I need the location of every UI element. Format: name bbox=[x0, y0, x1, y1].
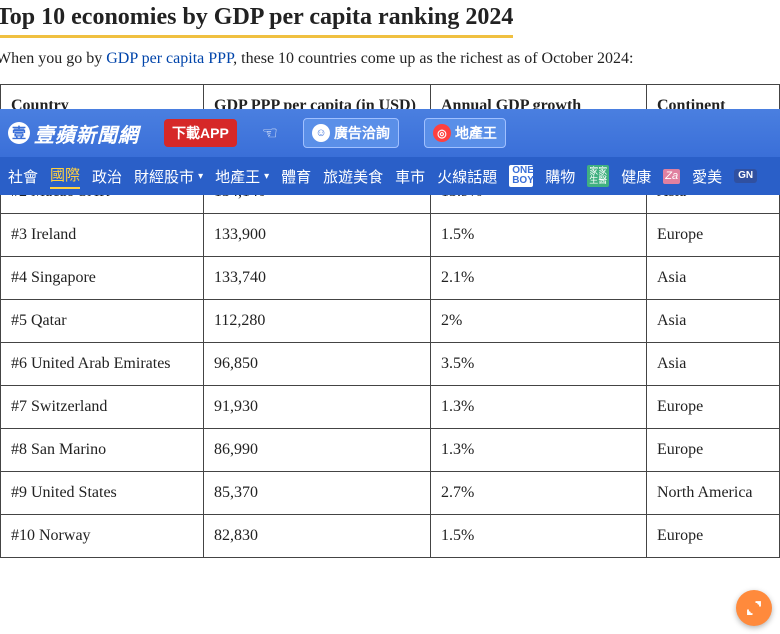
cell-growth: 1.5% bbox=[431, 214, 647, 257]
cell-country: #3 Ireland bbox=[1, 214, 204, 257]
cell-country: #8 San Marino bbox=[1, 429, 204, 472]
cell-country: #5 Qatar bbox=[1, 300, 204, 343]
cell-growth: 1.3% bbox=[431, 386, 647, 429]
cell-continent: Asia bbox=[647, 300, 780, 343]
cell-country: #9 United States bbox=[1, 472, 204, 515]
overlay-nav: 社會國際政治財經股市 ▾ 地產王 ▾ 體育旅遊美食車市火線話題 ONE BOY 購物家家生醫… bbox=[0, 157, 780, 195]
nav-item-11[interactable]: 愛美 bbox=[692, 166, 722, 187]
cell-country: #6 United Arab Emirates bbox=[1, 343, 204, 386]
nav-item-7[interactable]: 車市 bbox=[395, 166, 425, 187]
nav-item-1[interactable]: 國際 bbox=[50, 164, 80, 189]
site-logo[interactable]: 壹 壹蘋新聞網 bbox=[8, 119, 139, 148]
table-row: #7 Switzerland91,9301.3%Europe bbox=[1, 386, 780, 429]
nav-item-2[interactable]: 政治 bbox=[92, 166, 122, 187]
table-row: #9 United States85,3702.7%North America bbox=[1, 472, 780, 515]
cell-growth: 2.1% bbox=[431, 257, 647, 300]
cell-country: #4 Singapore bbox=[1, 257, 204, 300]
ad-inquiry-label: 廣告洽詢 bbox=[334, 123, 390, 143]
cell-growth: 3.5% bbox=[431, 343, 647, 386]
table-row: #3 Ireland133,9001.5%Europe bbox=[1, 214, 780, 257]
nav-item-10[interactable]: 健康 bbox=[621, 166, 651, 187]
gdp-ppp-link[interactable]: GDP per capita PPP bbox=[106, 50, 233, 67]
cell-continent: Asia bbox=[647, 257, 780, 300]
cell-gdp: 133,900 bbox=[204, 214, 431, 257]
nav-item-5[interactable]: 體育 bbox=[281, 166, 311, 187]
cell-growth: 2% bbox=[431, 300, 647, 343]
nav-item-8[interactable]: 火線話題 bbox=[437, 166, 497, 187]
download-app-button[interactable]: 下載APP bbox=[164, 119, 237, 147]
table-row: #5 Qatar112,2802%Asia bbox=[1, 300, 780, 343]
cell-continent: Asia bbox=[647, 343, 780, 386]
cell-gdp: 112,280 bbox=[204, 300, 431, 343]
expand-icon bbox=[745, 599, 763, 617]
expand-fab[interactable] bbox=[736, 590, 772, 626]
nav-item-6[interactable]: 旅遊美食 bbox=[323, 166, 383, 187]
table-row: #6 United Arab Emirates96,8503.5%Asia bbox=[1, 343, 780, 386]
cell-continent: Europe bbox=[647, 214, 780, 257]
cell-country: #7 Switzerland bbox=[1, 386, 204, 429]
realty-label: 地產王 bbox=[455, 123, 497, 143]
cell-gdp: 96,850 bbox=[204, 343, 431, 386]
gn-badge[interactable]: GN bbox=[734, 169, 757, 183]
cell-gdp: 85,370 bbox=[204, 472, 431, 515]
cell-continent: Europe bbox=[647, 515, 780, 558]
intro-post: , these 10 countries come up as the rich… bbox=[233, 50, 633, 67]
cell-gdp: 82,830 bbox=[204, 515, 431, 558]
cell-gdp: 133,740 bbox=[204, 257, 431, 300]
intro-pre: When you go by bbox=[0, 50, 106, 67]
cell-gdp: 86,990 bbox=[204, 429, 431, 472]
cell-gdp: 91,930 bbox=[204, 386, 431, 429]
chevron-down-icon: ▾ bbox=[198, 171, 203, 182]
health-badge[interactable]: 家家生醫 bbox=[587, 165, 609, 187]
cell-country: #10 Norway bbox=[1, 515, 204, 558]
download-app-label: 下載APP bbox=[172, 123, 229, 143]
cell-continent: Europe bbox=[647, 386, 780, 429]
nav-item-9[interactable]: 購物 bbox=[545, 166, 575, 187]
logo-text: 壹蘋新聞網 bbox=[34, 119, 139, 148]
cell-growth: 2.7% bbox=[431, 472, 647, 515]
table-row: #10 Norway82,8301.5%Europe bbox=[1, 515, 780, 558]
nav-item-3[interactable]: 財經股市 bbox=[134, 166, 194, 187]
logo-icon: 壹 bbox=[8, 122, 30, 144]
cell-growth: 1.5% bbox=[431, 515, 647, 558]
realty-button[interactable]: ◎ 地產王 bbox=[424, 118, 506, 148]
overlay-top-bar: 壹 壹蘋新聞網 下載APP ☜ ☺ 廣告洽詢 ◎ 地產王 bbox=[0, 109, 780, 157]
target-icon: ◎ bbox=[433, 124, 451, 142]
site-header-overlay: 壹 壹蘋新聞網 下載APP ☜ ☺ 廣告洽詢 ◎ 地產王 社會國際政治財經股市 ▾… bbox=[0, 109, 780, 195]
person-icon: ☺ bbox=[312, 124, 330, 142]
beauty-badge[interactable]: Za bbox=[663, 169, 680, 184]
cell-continent: North America bbox=[647, 472, 780, 515]
page-title: Top 10 economies by GDP per capita ranki… bbox=[0, 0, 513, 38]
table-row: #4 Singapore133,7402.1%Asia bbox=[1, 257, 780, 300]
chevron-down-icon: ▾ bbox=[264, 171, 269, 182]
nav-item-4[interactable]: 地產王 bbox=[215, 166, 260, 187]
ad-inquiry-button[interactable]: ☺ 廣告洽詢 bbox=[303, 118, 399, 148]
cell-growth: 1.3% bbox=[431, 429, 647, 472]
table-row: #8 San Marino86,9901.3%Europe bbox=[1, 429, 780, 472]
cell-continent: Europe bbox=[647, 429, 780, 472]
pointer-hand-icon: ☜ bbox=[262, 123, 278, 144]
one-boy-badge[interactable]: ONE BOY bbox=[509, 165, 533, 187]
intro-text: When you go by GDP per capita PPP, these… bbox=[0, 50, 780, 68]
nav-item-0[interactable]: 社會 bbox=[8, 166, 38, 187]
